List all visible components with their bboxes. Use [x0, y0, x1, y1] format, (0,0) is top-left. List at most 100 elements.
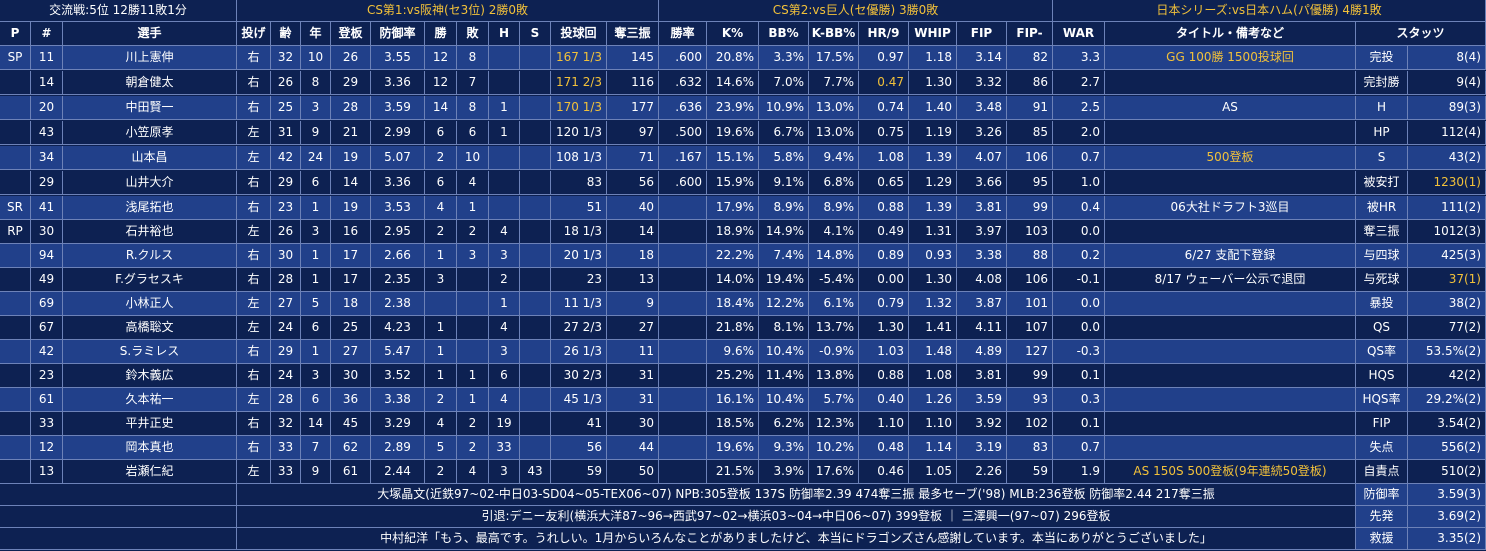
player-era-cell: 3.53 [371, 196, 425, 220]
player-age-cell: 26 [271, 220, 301, 244]
player-no-cell: 23 [31, 364, 63, 388]
player-g-cell: 14 [331, 171, 371, 195]
player-no-cell: 13 [31, 460, 63, 484]
player-stat_value-cell: 37(1) [1408, 268, 1486, 292]
player-war-cell: 3.3 [1053, 46, 1105, 70]
player-throw-cell: 右 [237, 46, 271, 70]
footer-spacer [0, 506, 237, 528]
player-fip-cell: 4.08 [957, 268, 1007, 292]
player-note-cell: GG 100勝 1500投球回 [1105, 46, 1356, 70]
player-throw-cell: 右 [237, 268, 271, 292]
player-era-cell: 5.47 [371, 340, 425, 364]
player-kbb-cell: 5.7% [809, 388, 859, 412]
player-ip-cell: 20 1/3 [551, 244, 607, 268]
player-kbb-cell: 17.5% [809, 46, 859, 70]
player-h-cell: 19 [489, 412, 520, 436]
player-w-cell: 3 [425, 268, 457, 292]
player-s-cell [520, 244, 551, 268]
player-k-cell: 21.5% [707, 460, 759, 484]
player-s-cell [520, 340, 551, 364]
player-role-cell [0, 96, 31, 120]
player-s-cell [520, 436, 551, 460]
player-hr9-cell: 0.40 [859, 388, 909, 412]
player-no-cell: 94 [31, 244, 63, 268]
player-era-cell: 2.66 [371, 244, 425, 268]
player-fip-cell: 3.87 [957, 292, 1007, 316]
player-s-cell [520, 292, 551, 316]
column-header-17: K-BB% [809, 22, 859, 46]
player-so-cell: 71 [607, 146, 659, 170]
player-throw-cell: 右 [237, 436, 271, 460]
player-era-cell: 4.23 [371, 316, 425, 340]
player-h-cell: 4 [489, 316, 520, 340]
player-fip-cell: 3.59 [957, 388, 1007, 412]
player-throw-cell: 右 [237, 364, 271, 388]
player-w-cell: 5 [425, 436, 457, 460]
player-kbb-cell: 13.0% [809, 121, 859, 145]
player-wpct-cell [659, 292, 707, 316]
player-fipm-cell: 59 [1007, 460, 1053, 484]
player-stat_value-cell: 53.5%(2) [1408, 340, 1486, 364]
player-l-cell: 10 [457, 146, 489, 170]
player-stat_label-cell: 完投 [1356, 46, 1408, 70]
player-war-cell: 0.0 [1053, 220, 1105, 244]
player-throw-cell: 右 [237, 412, 271, 436]
player-stat_value-cell: 425(3) [1408, 244, 1486, 268]
player-note-cell [1105, 292, 1356, 316]
player-k-cell: 18.9% [707, 220, 759, 244]
player-age-cell: 23 [271, 196, 301, 220]
player-years-cell: 6 [301, 171, 331, 195]
player-stat_label-cell: FIP [1356, 412, 1408, 436]
player-note-cell: 06大社ドラフト3巡目 [1105, 196, 1356, 220]
player-name-cell: 久本祐一 [63, 388, 237, 412]
player-note-cell: 8/17 ウェーバー公示で退団 [1105, 268, 1356, 292]
player-w-cell: 6 [425, 171, 457, 195]
player-wpct-cell: .600 [659, 171, 707, 195]
player-stat_value-cell: 8(4) [1408, 46, 1486, 70]
player-hr9-cell: 0.89 [859, 244, 909, 268]
player-wpct-cell: .632 [659, 71, 707, 95]
player-era-cell: 3.38 [371, 388, 425, 412]
player-note-cell: 6/27 支配下登録 [1105, 244, 1356, 268]
player-name-cell: S.ラミレス [63, 340, 237, 364]
player-bb-cell: 11.4% [759, 364, 809, 388]
player-no-cell: 34 [31, 146, 63, 170]
player-throw-cell: 左 [237, 388, 271, 412]
player-ip-cell: 27 2/3 [551, 316, 607, 340]
player-note-cell [1105, 171, 1356, 195]
player-throw-cell: 右 [237, 340, 271, 364]
player-era-cell: 3.55 [371, 46, 425, 70]
player-so-cell: 145 [607, 46, 659, 70]
player-s-cell [520, 364, 551, 388]
player-so-cell: 9 [607, 292, 659, 316]
player-bb-cell: 14.9% [759, 220, 809, 244]
player-era-cell: 3.29 [371, 412, 425, 436]
player-war-cell: 1.0 [1053, 171, 1105, 195]
player-wpct-cell [659, 196, 707, 220]
player-so-cell: 56 [607, 171, 659, 195]
player-name-cell: 平井正史 [63, 412, 237, 436]
column-header-8: 勝 [425, 22, 457, 46]
player-whip-cell: 0.93 [909, 244, 957, 268]
player-fipm-cell: 88 [1007, 244, 1053, 268]
player-so-cell: 30 [607, 412, 659, 436]
player-age-cell: 26 [271, 71, 301, 95]
player-era-cell: 3.36 [371, 71, 425, 95]
player-name-cell: 浅尾拓也 [63, 196, 237, 220]
player-role-cell [0, 340, 31, 364]
column-header-13: 奪三振 [607, 22, 659, 46]
footer-stat-value: 3.59(3) [1408, 484, 1486, 506]
player-ip-cell: 120 1/3 [551, 121, 607, 145]
player-years-cell: 1 [301, 244, 331, 268]
player-bb-cell: 10.4% [759, 340, 809, 364]
player-stat_label-cell: 失点 [1356, 436, 1408, 460]
player-years-cell: 24 [301, 146, 331, 170]
column-header-7: 防御率 [371, 22, 425, 46]
player-l-cell [457, 268, 489, 292]
player-fipm-cell: 101 [1007, 292, 1053, 316]
player-name-cell: 岡本真也 [63, 436, 237, 460]
player-kbb-cell: 10.2% [809, 436, 859, 460]
player-kbb-cell: 8.9% [809, 196, 859, 220]
player-l-cell: 8 [457, 96, 489, 120]
footer-spacer [0, 528, 237, 550]
